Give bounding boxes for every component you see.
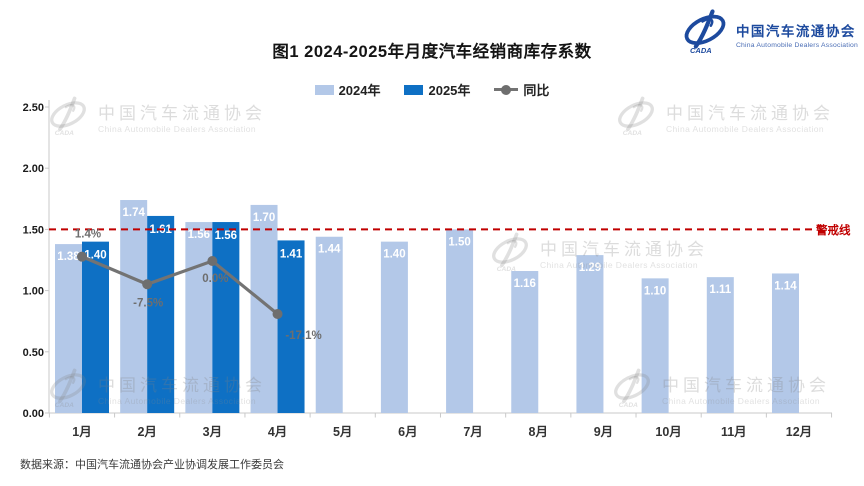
- x-label-1月: 1月: [72, 425, 91, 439]
- bar-label-2024-9月: 1.29: [579, 262, 601, 274]
- x-label-11月: 11月: [721, 425, 747, 439]
- x-label-5月: 5月: [333, 425, 352, 439]
- bar-2024-1月: [55, 244, 82, 413]
- cada-swoosh-icon: CADA: [684, 9, 726, 55]
- logo-name-cn: 中国汽车流通协会: [735, 23, 856, 39]
- bar-2024-7月: [446, 229, 474, 413]
- yoy-label-4月: -17.1%: [285, 330, 321, 342]
- x-label-2月: 2月: [137, 425, 156, 439]
- bar-2024-11月: [706, 277, 734, 413]
- y-tick-label: 0.00: [23, 408, 44, 420]
- bar-2024-5月: [315, 236, 343, 413]
- yoy-label-1月: 1.4%: [75, 229, 101, 241]
- bar-2024-6月: [380, 241, 408, 413]
- bar-label-2024-3月: 1.56: [188, 229, 210, 241]
- y-tick-label: 1.00: [23, 286, 44, 298]
- bar-label-2024-12月: 1.14: [774, 280, 797, 292]
- bar-2025-3月: [212, 222, 240, 413]
- x-label-12月: 12月: [786, 425, 812, 439]
- yoy-marker-4月: [272, 309, 283, 320]
- bar-2024-10月: [641, 278, 669, 413]
- yoy-marker-1月: [77, 251, 87, 262]
- logo-name-en: China Automobile Dealers Association: [735, 41, 858, 49]
- source-note: 数据来源：中国汽车流通协会产业协调发展工作委员会: [20, 459, 284, 471]
- bar-label-2024-7月: 1.50: [448, 236, 470, 248]
- x-label-4月: 4月: [268, 425, 287, 439]
- cada-swoosh-icon: CADA: [680, 9, 730, 59]
- x-label-10月: 10月: [655, 425, 681, 439]
- bar-label-2024-5月: 1.44: [318, 244, 341, 256]
- bar-2025-4月: [277, 240, 305, 413]
- y-tick-label: 2.50: [23, 102, 44, 114]
- bar-label-2024-10月: 1.10: [644, 285, 666, 297]
- cada-logo: CADA 中国汽车流通协会 China Automobile Dealers A…: [680, 9, 858, 59]
- bar-2024-3月: [185, 222, 213, 413]
- bar-2024-9月: [576, 255, 604, 413]
- yoy-line: [81, 255, 279, 316]
- legend-item-2025: 2025年: [404, 80, 470, 99]
- chart-legend: 2024年 2025年 同比: [0, 80, 864, 99]
- bar-2024-2月: [120, 200, 148, 413]
- bar-2025-1月: [82, 241, 109, 413]
- yoy-marker-2月: [142, 279, 153, 290]
- bar-label-2024-4月: 1.70: [253, 212, 275, 224]
- x-label-7月: 7月: [463, 425, 482, 439]
- legend-swatch-2024: [314, 84, 334, 95]
- bar-label-2024-8月: 1.16: [514, 278, 536, 290]
- x-label-3月: 3月: [203, 425, 222, 439]
- legend-label-2024: 2024年: [338, 83, 381, 98]
- bar-label-2024-2月: 1.74: [122, 207, 145, 219]
- y-tick-label: 0.50: [23, 347, 44, 359]
- x-label-9月: 9月: [594, 425, 613, 439]
- y-tick-label: 2.00: [23, 163, 44, 175]
- legend-item-yoy: 同比: [494, 80, 549, 99]
- legend-label-yoy: 同比: [523, 83, 550, 98]
- legend-swatch-2025: [404, 84, 424, 95]
- yoy-label-3月: 0.0%: [202, 273, 228, 285]
- bar-label-2025-4月: 1.41: [280, 248, 303, 260]
- legend-line-marker-icon: [494, 84, 519, 95]
- chart-title: 图1 2024-2025年月度汽车经销商库存系数: [272, 43, 592, 61]
- bar-label-2024-11月: 1.11: [709, 284, 731, 296]
- bar-label-2024-6月: 1.40: [383, 249, 405, 261]
- svg-text:CADA: CADA: [690, 46, 712, 54]
- bar-2025-2月: [147, 215, 175, 413]
- bar-2024-8月: [511, 271, 539, 413]
- bar-label-2025-3月: 1.56: [215, 230, 237, 242]
- legend-label-2025: 2025年: [428, 83, 471, 98]
- x-label-6月: 6月: [398, 425, 417, 439]
- yoy-marker-3月: [207, 256, 218, 266]
- x-label-8月: 8月: [529, 425, 548, 439]
- bar-label-2024-1月: 1.38: [57, 251, 80, 263]
- bar-2024-12月: [771, 273, 799, 413]
- yoy-label-2月: -7.5%: [133, 297, 163, 309]
- warning-line-label: 警戒线: [815, 223, 851, 237]
- y-tick-label: 1.50: [23, 224, 44, 236]
- legend-item-2024: 2024年: [314, 80, 381, 99]
